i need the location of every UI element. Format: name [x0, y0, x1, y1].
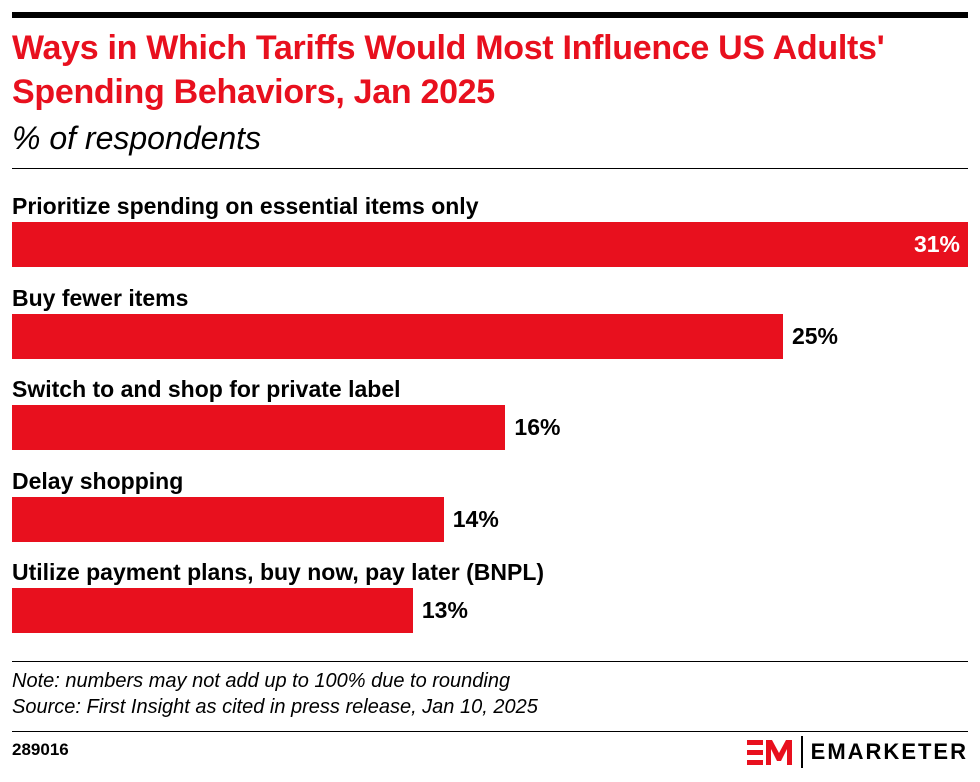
- bar: [12, 496, 444, 542]
- note-text: Note: numbers may not add up to 100% due…: [12, 670, 511, 692]
- category-label: Utilize payment plans, buy now, pay late…: [12, 559, 545, 585]
- bar: [12, 222, 968, 267]
- bottom-divider: [12, 731, 968, 732]
- header-divider: [12, 168, 968, 169]
- chart-title: Ways in Which Tariffs Would Most Influen…: [12, 29, 885, 111]
- data-label: 14%: [452, 505, 499, 532]
- data-label: 16%: [514, 414, 561, 440]
- logo-text: EMARKETER: [810, 739, 968, 764]
- category-label: Switch to and shop for private label: [12, 376, 401, 402]
- category-label: Buy fewer items: [12, 284, 189, 311]
- em-logo-mark-icon: [746, 740, 792, 765]
- bar: [12, 313, 783, 359]
- bar: [12, 588, 413, 633]
- source-text: Source: First Insight as cited in press …: [12, 696, 538, 718]
- data-label: 25%: [791, 322, 838, 349]
- logo-divider: [800, 736, 803, 768]
- top-rule: [12, 12, 968, 18]
- chart-subtitle: % of respondents: [12, 120, 262, 156]
- data-label: 31%: [913, 231, 960, 257]
- data-label: 13%: [421, 597, 468, 623]
- chart-id: 289016: [12, 740, 69, 759]
- category-label: Prioritize spending on essential items o…: [12, 193, 479, 219]
- emarketer-logo: EMARKETER: [746, 736, 968, 768]
- category-label: Delay shopping: [12, 467, 184, 494]
- bar: [12, 405, 506, 450]
- footer-divider: [12, 661, 968, 662]
